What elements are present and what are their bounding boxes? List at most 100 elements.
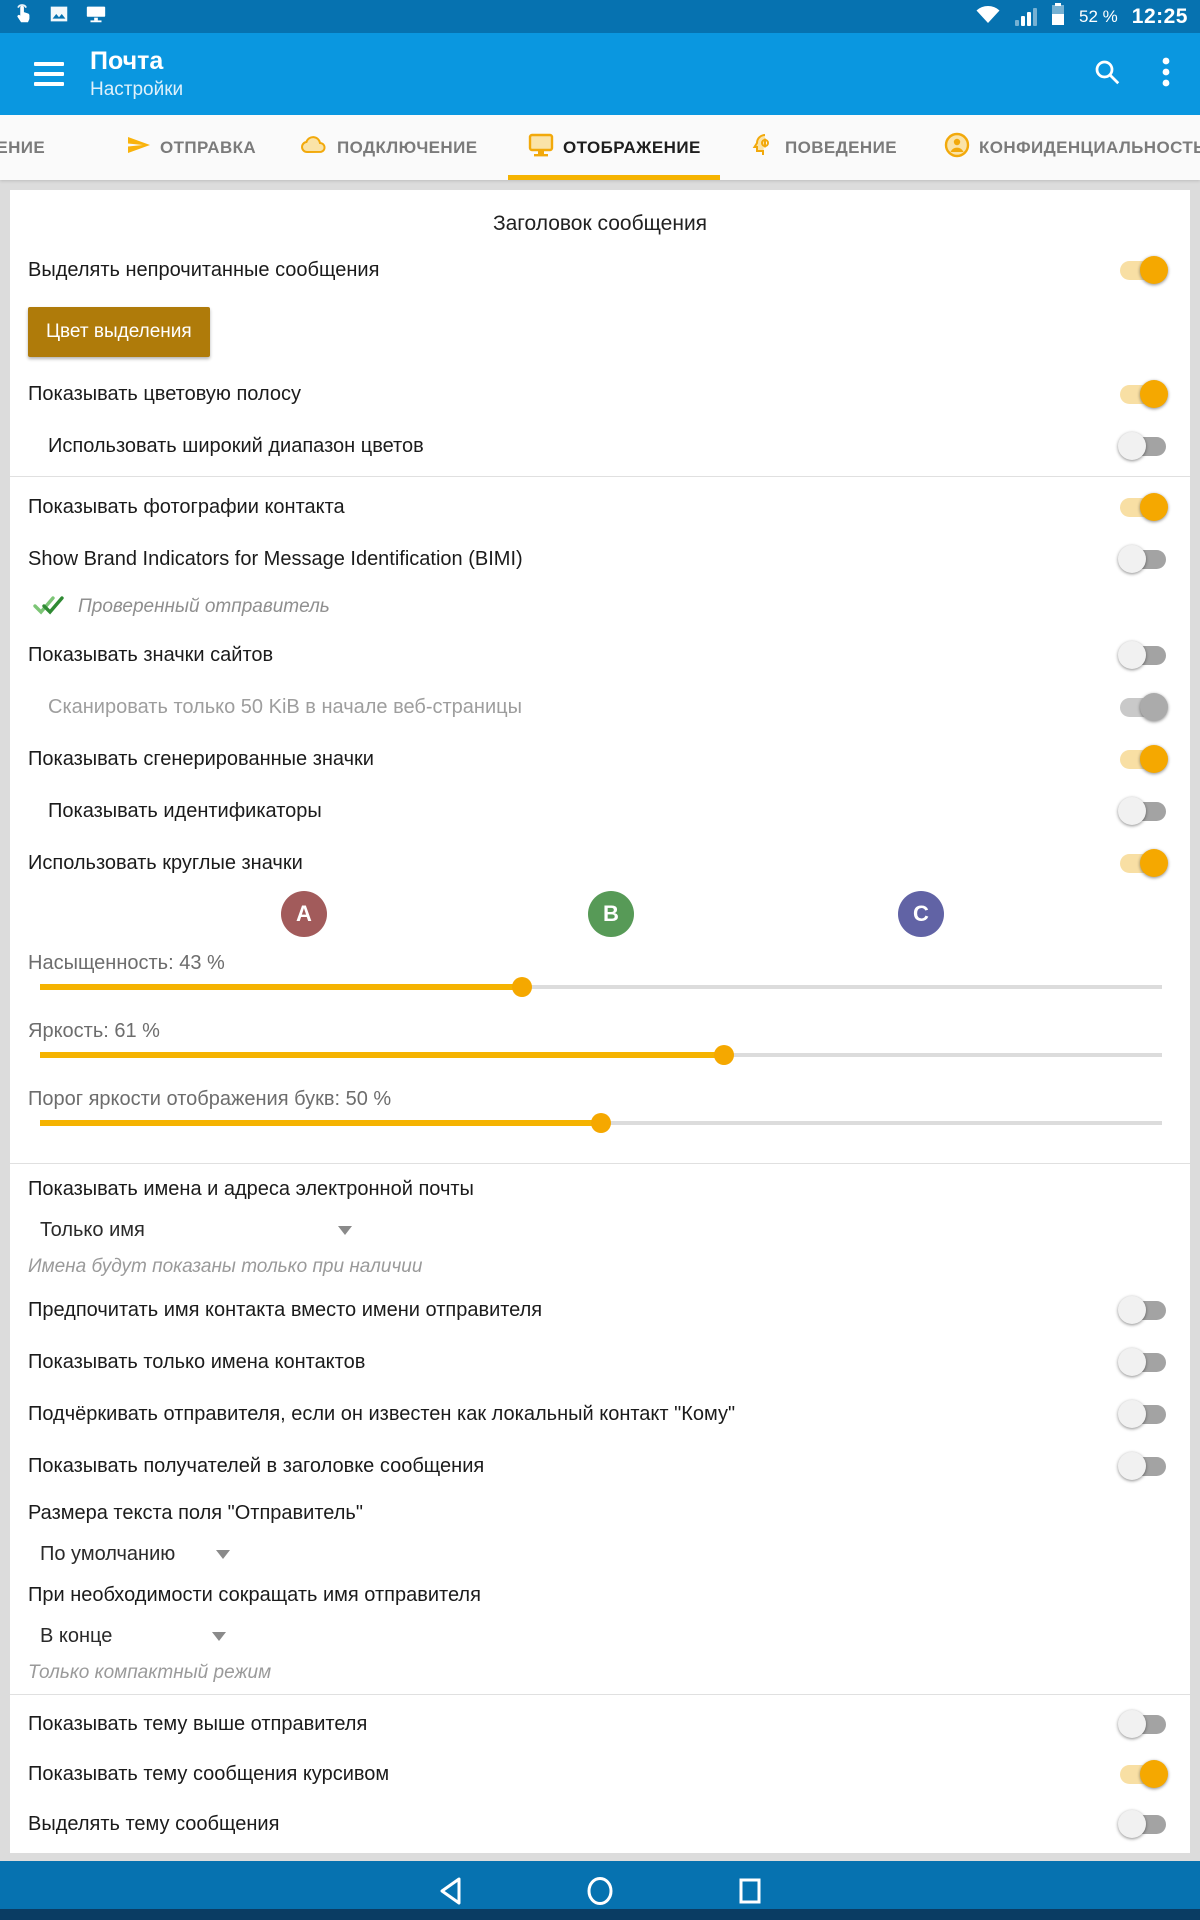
battery-icon: [1051, 3, 1065, 30]
setting-wide-color-range[interactable]: Использовать широкий диапазон цветов: [10, 420, 1190, 472]
setting-subject-above-sender[interactable]: Показывать тему выше отправителя: [10, 1699, 1190, 1749]
wide-color-range-toggle[interactable]: [1118, 432, 1168, 460]
color-bar-toggle[interactable]: [1118, 380, 1168, 408]
subject-above-sender-toggle[interactable]: [1118, 1710, 1168, 1738]
tab-behavior[interactable]: ПОВЕДЕНИЕ: [752, 115, 897, 180]
generated-icons-toggle[interactable]: [1118, 745, 1168, 773]
privacy-person-icon: [944, 132, 970, 163]
identicons-toggle[interactable]: [1118, 797, 1168, 825]
name-display-hint: Имена будут показаны только при наличии: [28, 1256, 423, 1277]
avatar: B: [588, 891, 634, 937]
tab-display[interactable]: ОТОБРАЖЕНИЕ: [528, 115, 701, 180]
ellipsize-sender-hint: Только компактный режим: [28, 1662, 272, 1683]
android-nav-bar: [0, 1861, 1200, 1920]
back-button[interactable]: [430, 1871, 470, 1911]
overflow-menu-icon[interactable]: [1162, 56, 1170, 93]
setting-identicons[interactable]: Показывать идентификаторы: [10, 785, 1190, 837]
tab-connection[interactable]: ПОДКЛЮЧЕНИЕ: [300, 115, 477, 180]
sender-text-size-dropdown[interactable]: По умолчанию: [40, 1534, 230, 1574]
highlight-subject-toggle[interactable]: [1118, 1810, 1168, 1838]
setting-subject-italic[interactable]: Показывать тему сообщения курсивом: [10, 1749, 1190, 1799]
page-subtitle: Настройки: [90, 79, 184, 101]
send-icon: [127, 134, 151, 161]
battery-percent: 52 %: [1079, 6, 1118, 26]
saturation-label: Насыщенность: 43 %: [28, 952, 225, 974]
setting-highlight-unread[interactable]: Выделять непрочитанные сообщения: [10, 244, 1190, 296]
ellipsize-sender-dropdown[interactable]: В конце: [40, 1616, 226, 1656]
name-display-dropdown[interactable]: Только имя: [40, 1210, 352, 1250]
settings-tab-bar: ЧЕНИЕ ОТПРАВКА ПОДКЛЮЧЕНИЕ ОТОБРАЖЕНИЕ П…: [0, 115, 1200, 180]
setting-round-icons[interactable]: Использовать круглые значки: [10, 837, 1190, 889]
app-bar: Почта Настройки: [0, 33, 1200, 115]
highlight-subject-hint: Для подсветки будет использован цвет акц…: [10, 1849, 1190, 1853]
avatar: C: [898, 891, 944, 937]
setting-show-recipients[interactable]: Показывать получателей в заголовке сообщ…: [10, 1440, 1190, 1492]
saturation-slider[interactable]: [40, 975, 1162, 999]
highlight-color-button[interactable]: Цвет выделения: [28, 307, 210, 357]
only-contact-names-toggle[interactable]: [1118, 1348, 1168, 1376]
chevron-down-icon: [216, 1549, 230, 1559]
menu-icon[interactable]: [34, 62, 64, 86]
signal-icon: [1015, 7, 1038, 26]
round-icons-toggle[interactable]: [1118, 849, 1168, 877]
wifi-icon: [975, 4, 1001, 29]
tab-reading[interactable]: ЧЕНИЕ: [0, 137, 46, 157]
setting-underline-known-contact[interactable]: Подчёркивать отправителя, если он извест…: [10, 1388, 1190, 1440]
divider: [10, 476, 1190, 477]
setting-prefer-contact-name[interactable]: Предпочитать имя контакта вместо имени о…: [10, 1284, 1190, 1336]
setting-only-contact-names[interactable]: Показывать только имена контактов: [10, 1336, 1190, 1388]
slider-thumb[interactable]: [591, 1113, 611, 1133]
ellipsize-sender-label: При необходимости сокращать имя отправит…: [28, 1583, 481, 1606]
tab-privacy[interactable]: КОНФИДЕНЦИАЛЬНОСТЬ: [944, 115, 1200, 180]
setting-color-bar[interactable]: Показывать цветовую полосу: [10, 368, 1190, 420]
setting-contact-photos[interactable]: Показывать фотографии контакта: [10, 481, 1190, 533]
verified-sender-label: Проверенный отправитель: [78, 596, 330, 617]
underline-known-contact-toggle[interactable]: [1118, 1400, 1168, 1428]
display-icon: [528, 133, 554, 162]
scan-50kib-toggle: [1118, 693, 1168, 721]
page-title: Почта: [90, 46, 164, 75]
brightness-label: Яркость: 61 %: [28, 1020, 160, 1042]
avatar-preview-row: A B C: [10, 889, 1190, 945]
prefer-contact-name-toggle[interactable]: [1118, 1296, 1168, 1324]
highlight-unread-toggle[interactable]: [1118, 256, 1168, 284]
setting-highlight-subject[interactable]: Выделять тему сообщения: [10, 1799, 1190, 1849]
chevron-down-icon: [338, 1225, 352, 1235]
cast-screen-icon: [84, 3, 108, 30]
site-icons-toggle[interactable]: [1118, 641, 1168, 669]
recents-button[interactable]: [730, 1871, 770, 1911]
behavior-icon: [752, 133, 776, 162]
divider: [10, 1163, 1190, 1164]
slider-thumb[interactable]: [512, 977, 533, 997]
slider-thumb[interactable]: [714, 1045, 735, 1065]
contact-photos-toggle[interactable]: [1118, 493, 1168, 521]
chevron-down-icon: [212, 1631, 226, 1641]
clock: 12:25: [1131, 4, 1188, 28]
avatar: A: [281, 891, 327, 937]
setting-site-icons[interactable]: Показывать значки сайтов: [10, 629, 1190, 681]
sender-text-size-label: Размера текста поля "Отправитель": [28, 1501, 363, 1524]
image-icon: [48, 3, 70, 30]
setting-generated-icons[interactable]: Показывать сгенерированные значки: [10, 733, 1190, 785]
name-display-label: Показывать имена и адреса электронной по…: [28, 1177, 474, 1200]
verified-sender-row: Проверенный отправитель: [10, 585, 1190, 629]
cloud-icon: [300, 134, 328, 161]
tab-sending[interactable]: ОТПРАВКА: [127, 115, 256, 180]
verified-check-icon: [32, 593, 66, 622]
letter-threshold-slider[interactable]: [40, 1111, 1162, 1135]
bimi-toggle[interactable]: [1118, 545, 1168, 573]
show-recipients-toggle[interactable]: [1118, 1452, 1168, 1480]
divider: [10, 1694, 1190, 1695]
setting-scan-50kib: Сканировать только 50 KiB в начале веб-с…: [10, 681, 1190, 733]
section-heading: Заголовок сообщения: [492, 212, 708, 235]
search-icon[interactable]: [1092, 57, 1122, 92]
status-bar: 52 % 12:25: [0, 0, 1200, 33]
gesture-icon: [12, 3, 34, 30]
letter-threshold-label: Порог яркости отображения букв: 50 %: [28, 1088, 392, 1110]
selected-tab-underline: [508, 175, 720, 180]
settings-card: Заголовок сообщения Выделять непрочитанн…: [10, 190, 1190, 1853]
brightness-slider[interactable]: [40, 1043, 1162, 1067]
subject-italic-toggle[interactable]: [1118, 1760, 1168, 1788]
setting-bimi[interactable]: Show Brand Indicators for Message Identi…: [10, 533, 1190, 585]
home-button[interactable]: [580, 1871, 620, 1911]
